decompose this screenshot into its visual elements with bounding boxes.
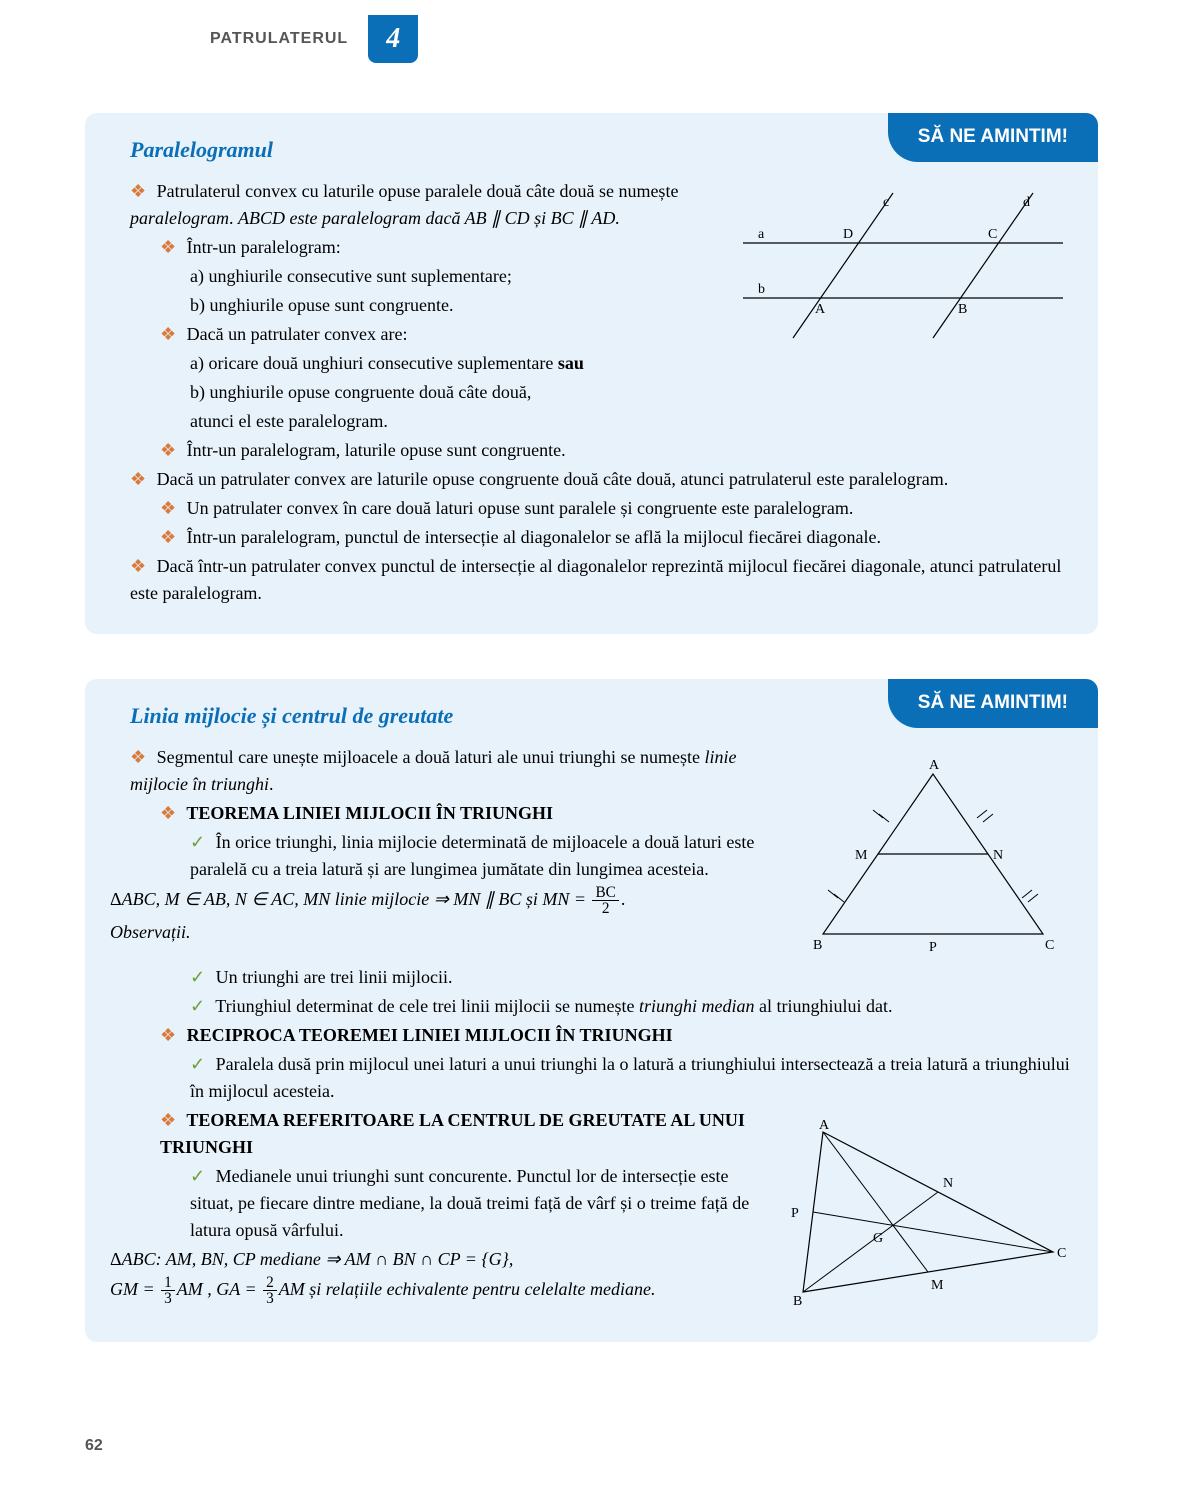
label-d: d [1023, 195, 1030, 210]
label-G: G [873, 1231, 883, 1246]
para-p5: ❖ Dacă un patrulater convex are laturile… [110, 466, 1073, 493]
page-number: 62 [0, 1417, 1183, 1485]
recall-box-paralelogram: SĂ NE AMINTIM! Paralelogramul a b c d D … [85, 113, 1098, 634]
fraction: BC2 [592, 885, 618, 917]
para-p4: ❖ Într-un paralelogram, laturile opuse s… [110, 437, 1073, 464]
theorem-reciprocal-body: ✓ Paralela dusă prin mijlocul unei latur… [110, 1051, 1073, 1105]
theorem-reciprocal-title: ❖ RECIPROCA TEOREMEI LINIEI MIJLOCII ÎN … [110, 1022, 1073, 1049]
page-header: PATRULATERUL 4 [0, 0, 1183, 73]
label-N: N [943, 1176, 953, 1191]
para-conv-b: b) unghiurile opuse congruente două câte… [110, 379, 1073, 406]
fraction: 23 [263, 1275, 277, 1307]
check-icon: ✓ [190, 1166, 205, 1186]
diamond-bullet-icon: ❖ [160, 1025, 176, 1045]
label-P: P [929, 940, 937, 954]
label-C: C [1045, 938, 1054, 953]
chapter-number: 4 [368, 15, 418, 63]
label-A: A [819, 1118, 830, 1133]
label-B: B [958, 302, 967, 317]
label-b: b [758, 282, 765, 297]
para-p7: ❖ Într-un paralelogram, punctul de inter… [110, 524, 1073, 551]
label-a: a [758, 227, 765, 242]
recall-box-midline: SĂ NE AMINTIM! Linia mijlocie și centrul… [85, 679, 1098, 1342]
diamond-bullet-icon: ❖ [160, 498, 176, 518]
label-B: B [793, 1294, 802, 1307]
chapter-label: PATRULATERUL [210, 30, 348, 48]
diamond-bullet-icon: ❖ [130, 556, 146, 576]
diamond-bullet-icon: ❖ [160, 1110, 176, 1130]
diamond-bullet-icon: ❖ [160, 527, 176, 547]
diamond-bullet-icon: ❖ [160, 324, 176, 344]
label-P: P [791, 1206, 799, 1221]
label-C: C [1057, 1246, 1066, 1261]
label-B: B [813, 938, 822, 953]
reminder-badge: SĂ NE AMINTIM! [888, 679, 1098, 728]
check-icon: ✓ [190, 1054, 205, 1074]
label-M: M [855, 848, 868, 863]
fraction: 13 [161, 1275, 175, 1307]
check-icon: ✓ [190, 832, 205, 852]
check-icon: ✓ [190, 996, 205, 1016]
reminder-badge: SĂ NE AMINTIM! [888, 113, 1098, 162]
obs2: ✓ Triunghiul determinat de cele trei lin… [110, 993, 1073, 1020]
label-N: N [993, 848, 1003, 863]
label-c: c [883, 195, 889, 210]
triangle-centroid-figure: A B C N P M G [773, 1117, 1073, 1307]
para-p8: ❖ Dacă într-un patrulater convex punctul… [110, 553, 1073, 607]
diamond-bullet-icon: ❖ [130, 469, 146, 489]
label-A: A [929, 758, 940, 773]
diamond-bullet-icon: ❖ [160, 803, 176, 823]
para-conv-c: atunci el este paralelogram. [110, 408, 1073, 435]
parallelogram-figure: a b c d D C A B [733, 188, 1073, 348]
diamond-bullet-icon: ❖ [160, 440, 176, 460]
obs1: ✓ Un triunghi are trei linii mijlocii. [110, 964, 1073, 991]
diamond-bullet-icon: ❖ [130, 747, 146, 767]
label-D: D [843, 227, 853, 242]
para-conv-a: a) oricare două unghiuri consecutive sup… [110, 350, 1073, 377]
diamond-bullet-icon: ❖ [130, 181, 146, 201]
diamond-bullet-icon: ❖ [160, 237, 176, 257]
check-icon: ✓ [190, 967, 205, 987]
label-A: A [815, 302, 826, 317]
para-p6: ❖ Un patrulater convex în care două latu… [110, 495, 1073, 522]
label-C: C [988, 227, 997, 242]
label-M: M [931, 1278, 944, 1293]
triangle-midline-figure: A B C M N P [793, 754, 1073, 954]
